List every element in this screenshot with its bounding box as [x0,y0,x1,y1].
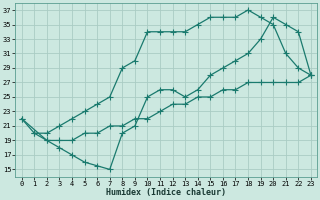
X-axis label: Humidex (Indice chaleur): Humidex (Indice chaleur) [106,188,226,197]
